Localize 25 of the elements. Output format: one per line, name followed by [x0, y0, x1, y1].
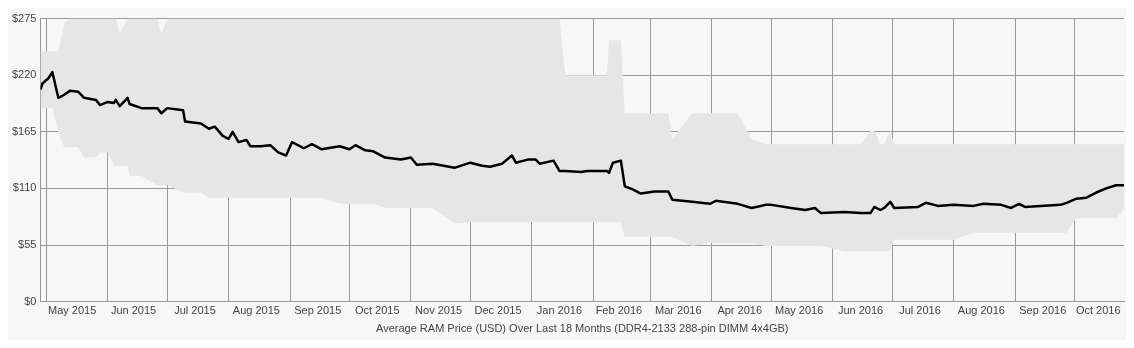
- x-tick-label: Mar 2016: [655, 304, 702, 317]
- x-axis-title: Average RAM Price (USD) Over Last 18 Months (DDR4-2133 288-pin DIMM 4x4GB): [376, 322, 789, 335]
- x-tick-label: Apr 2016: [717, 304, 763, 317]
- x-tick-label: Sep 2015: [294, 304, 342, 317]
- x-tick-label: Oct 2015: [354, 304, 400, 317]
- x-tick-label: Jun 2016: [837, 304, 884, 317]
- x-tick-label: Jul 2016: [899, 304, 941, 317]
- y-tick-label: $220: [11, 68, 37, 81]
- x-tick-label: May 2015: [48, 304, 97, 317]
- x-tick-label: Dec 2015: [474, 304, 522, 317]
- x-tick-label: Aug 2015: [232, 304, 280, 317]
- y-tick-label: $110: [12, 181, 37, 194]
- x-tick-label: Jul 2015: [174, 304, 216, 317]
- x-tick-label: Oct 2016: [1075, 304, 1121, 317]
- x-tick-label: Jun 2015: [110, 304, 157, 317]
- y-tick-label: $55: [18, 238, 37, 251]
- y-tick-label: $0: [24, 294, 37, 307]
- x-tick-label: Feb 2016: [595, 304, 643, 317]
- x-tick-label: Sep 2016: [1019, 304, 1067, 317]
- y-tick-label: $275: [11, 11, 37, 24]
- x-tick-label: Aug 2016: [957, 304, 1005, 317]
- y-tick-label: $165: [11, 124, 37, 137]
- x-tick-label: Nov 2015: [415, 304, 463, 317]
- x-tick-label: May 2016: [774, 304, 824, 317]
- x-tick-label: Jan 2016: [536, 304, 583, 317]
